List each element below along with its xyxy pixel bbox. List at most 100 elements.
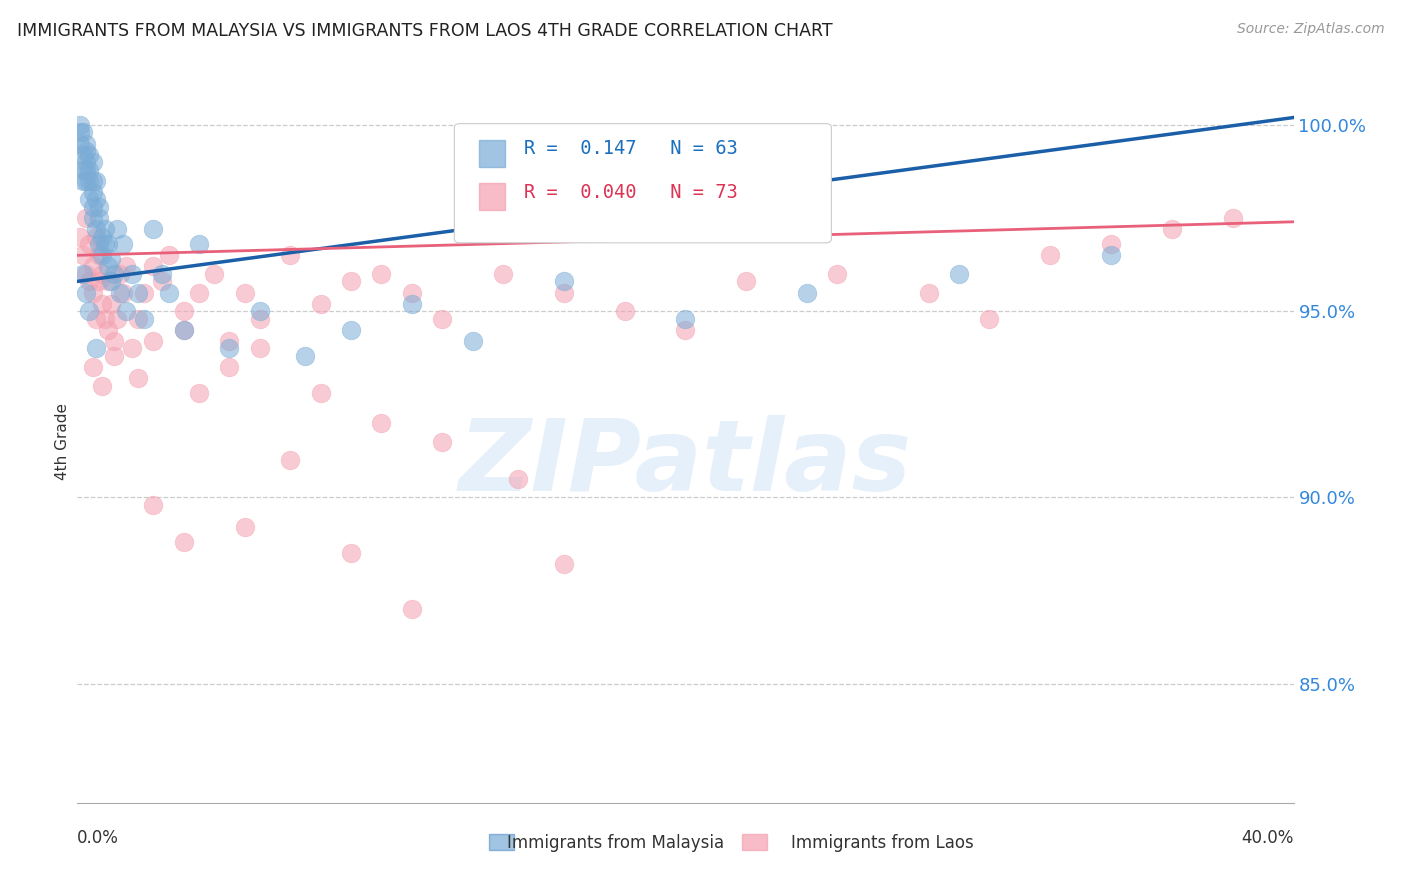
Point [82,211,104,225]
Text: ZIPatlas: ZIPatlas [458,415,912,512]
Point [82,185,104,199]
Point [173,535,195,549]
Point [401,602,423,616]
Point [84,311,107,326]
Point [93,311,115,326]
Point [675,311,697,326]
Point [142,334,165,348]
Point [188,237,211,252]
Point [75,285,97,300]
Point [79,148,101,162]
Point [93,237,115,252]
Text: R =  0.040   N = 73: R = 0.040 N = 73 [523,183,737,202]
Point [72,248,94,262]
Point [87,211,110,225]
Point [103,334,125,348]
Point [188,285,211,300]
Text: Immigrants from Laos: Immigrants from Laos [792,834,973,852]
Point [827,267,849,281]
Point [75,136,97,151]
Text: Source: ZipAtlas.com: Source: ZipAtlas.com [1237,22,1385,37]
Point [87,274,110,288]
Point [249,304,271,318]
Point [218,359,240,374]
Point [82,285,104,300]
Point [90,229,112,244]
Point [72,174,94,188]
Point [553,558,575,572]
Point [69,229,91,244]
Point [1099,248,1122,262]
Point [370,416,392,430]
Point [111,237,134,252]
Point [108,285,131,300]
Point [430,311,453,326]
Point [115,260,138,274]
Point [79,162,101,177]
Point [121,267,143,281]
Point [87,237,110,252]
Point [97,323,120,337]
Point [294,349,316,363]
Point [82,200,104,214]
Point [79,237,101,252]
Point [142,260,165,274]
Point [157,285,180,300]
Point [278,248,301,262]
Point [79,274,101,288]
Point [340,323,363,337]
Point [90,378,112,392]
Point [188,386,211,401]
Point [553,274,575,288]
Point [79,193,101,207]
Point [508,472,530,486]
Point [461,334,484,348]
Point [309,297,332,311]
Point [249,311,271,326]
Point [401,297,423,311]
Point [218,342,240,356]
Point [492,267,515,281]
Y-axis label: 4th Grade: 4th Grade [55,403,70,480]
Bar [489,834,515,850]
Point [173,323,195,337]
Point [202,267,225,281]
Point [103,349,125,363]
Point [340,274,363,288]
Point [87,200,110,214]
Point [218,334,240,348]
Point [72,148,94,162]
Text: R =  0.147   N = 63: R = 0.147 N = 63 [523,139,737,159]
Point [75,211,97,225]
Point [93,222,115,236]
Point [152,267,174,281]
Point [75,155,97,169]
Text: IMMIGRANTS FROM MALAYSIA VS IMMIGRANTS FROM LAOS 4TH GRADE CORRELATION CHART: IMMIGRANTS FROM MALAYSIA VS IMMIGRANTS F… [17,22,832,40]
Point [97,274,120,288]
Point [121,342,143,356]
Point [948,267,970,281]
Point [100,274,122,288]
Point [115,304,138,318]
Point [108,267,131,281]
Point [90,267,112,281]
Point [309,386,332,401]
Text: 0.0%: 0.0% [77,829,120,847]
Point [79,304,101,318]
Point [84,222,107,236]
Point [430,434,453,449]
Point [675,323,697,337]
Point [173,304,195,318]
Point [82,260,104,274]
Point [1039,248,1062,262]
Point [105,311,128,326]
Point [918,285,941,300]
Point [142,222,165,236]
Point [613,304,636,318]
Point [72,162,94,177]
Point [75,144,97,158]
Bar [478,139,505,167]
Point [979,311,1001,326]
Bar [478,183,505,211]
Point [82,174,104,188]
